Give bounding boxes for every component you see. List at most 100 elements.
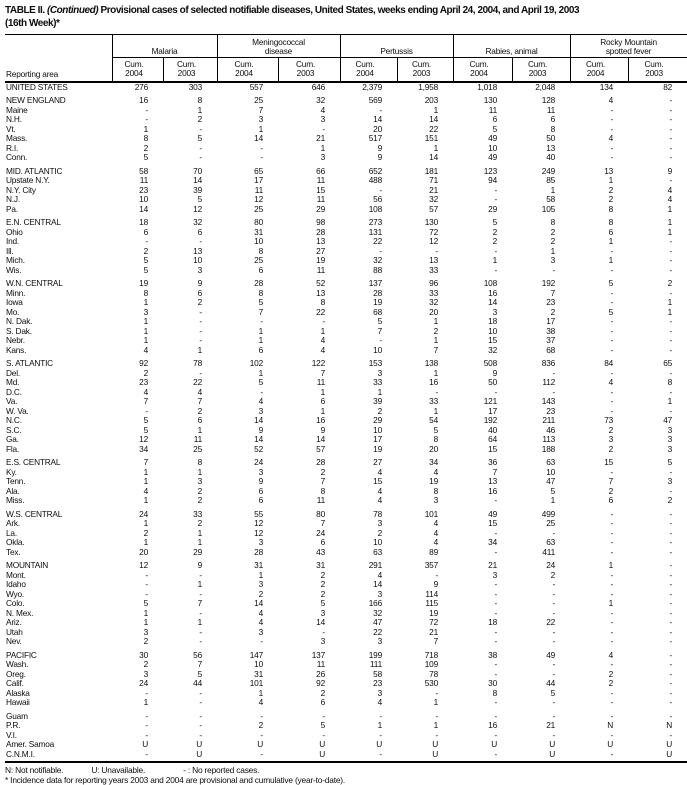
reporting-area-cell: Hawaii — [6, 697, 30, 708]
value-cell: 10 — [373, 537, 382, 548]
value-cell: 11 — [546, 104, 556, 115]
value-cell: 6 — [608, 495, 614, 506]
table-row: S.C. 5 1 9 9 10 5 40 46 2 3 — [5, 424, 687, 436]
table-footnotes: N: Not notifiable. U: Unavailable. - : No … — [5, 761, 687, 785]
reporting-area-cell: Ky. — [6, 466, 17, 477]
reporting-area-cell: N.C. — [6, 415, 22, 426]
value-cell: - — [379, 104, 382, 115]
reporting-area-cell: N. Mex. — [6, 607, 34, 618]
value-cell: 17 — [254, 175, 263, 186]
value-cell: 15 — [316, 184, 325, 195]
value-cell: - — [199, 687, 202, 698]
value-cell: - — [610, 518, 614, 529]
value-cell: 1 — [377, 720, 383, 731]
value-cell: 1 — [320, 386, 326, 397]
year-label: 2004 — [470, 68, 488, 79]
value-cell: 5 — [258, 377, 264, 388]
cum-label: Cum. — [295, 58, 316, 69]
value-cell: 1 — [320, 405, 326, 416]
value-cell: 8 — [608, 203, 614, 214]
value-cell: 6 — [143, 226, 149, 237]
value-cell: 29 — [316, 203, 325, 214]
value-cell: 8 — [320, 297, 326, 308]
value-cell: 19 — [429, 476, 439, 487]
footnote-unavailable: U: Unavailable. — [91, 765, 146, 776]
value-cell: - — [145, 748, 148, 759]
table-row: Wyo. - - 2 2 3 114 - - - - — [5, 589, 687, 600]
value-cell: 2 — [492, 236, 498, 247]
value-cell: - — [610, 152, 614, 163]
value-cell: 112 — [542, 377, 556, 388]
cum-label: Cum. — [411, 58, 432, 69]
value-cell: 12 — [193, 203, 202, 214]
value-cell: - — [379, 748, 382, 759]
value-cell: N — [607, 720, 614, 731]
value-cell: 17 — [488, 405, 498, 416]
value-cell: U — [432, 748, 439, 759]
value-cell: 40 — [488, 424, 498, 435]
value-cell: - — [494, 607, 498, 618]
table-row: Miss. 1 2 6 11 4 3 - 1 6 2 — [5, 496, 687, 506]
value-cell: 1 — [320, 142, 326, 153]
value-cell: - — [260, 636, 263, 647]
table-row: Fla. 34 25 52 57 19 20 15 188 2 3 — [5, 444, 687, 455]
value-cell: 1,018 — [477, 81, 498, 92]
value-cell: 7 — [197, 396, 203, 407]
value-cell: 16 — [488, 485, 498, 496]
value-cell: 72 — [429, 617, 439, 628]
value-cell: 3 — [667, 424, 673, 435]
value-cell: 1 — [258, 687, 264, 698]
value-cell: - — [552, 598, 556, 609]
value-cell: 47 — [663, 415, 673, 426]
value-cell: 303 — [188, 81, 202, 92]
value-cell: 14 — [373, 114, 382, 125]
value-cell: - — [610, 729, 614, 740]
reporting-area-cell: N.Y. City — [6, 184, 36, 195]
value-cell: 192 — [483, 415, 498, 426]
value-cell: 3 — [492, 306, 498, 317]
value-cell: 3 — [258, 466, 264, 477]
value-cell: 14 — [139, 203, 148, 214]
value-cell: 1 — [258, 123, 264, 134]
value-cell: - — [669, 649, 673, 660]
value-cell: 6 — [608, 226, 614, 237]
table-row: Alaska - - 1 2 3 - 8 5 - - — [5, 687, 687, 699]
value-cell: 1 — [608, 255, 614, 266]
value-cell: - — [552, 386, 556, 397]
value-cell: 1 — [550, 495, 556, 506]
value-cell: 166 — [368, 598, 382, 609]
value-cell: 5 — [197, 133, 203, 144]
value-cell: 3 — [608, 434, 614, 445]
value-cell: 9 — [667, 165, 673, 176]
value-cell: - — [199, 569, 202, 580]
value-cell: 7 — [433, 344, 439, 355]
column-group-header: Rocky Mountain spotted fever — [569, 34, 687, 58]
value-cell: - — [669, 537, 673, 548]
value-cell: - — [669, 579, 673, 590]
value-cell: 28 — [316, 226, 325, 237]
value-cell: 3 — [667, 434, 673, 445]
value-cell: 2 — [320, 466, 326, 477]
table-row: Oreg. 3 5 31 26 58 78 - - 2 - — [5, 669, 687, 680]
value-cell: 121 — [483, 396, 498, 407]
value-cell: - — [145, 710, 148, 721]
value-cell: - — [552, 264, 556, 275]
value-cell: 71 — [429, 175, 439, 186]
table-row: Amer. Samoa U U U U U U U U U U — [5, 740, 687, 750]
value-cell: - — [260, 386, 263, 397]
value-cell: - — [552, 636, 556, 647]
value-cell: - — [669, 245, 673, 256]
value-cell: - — [494, 184, 498, 195]
reporting-area-cell: Mo. — [6, 306, 20, 317]
value-cell: 11 — [488, 104, 498, 115]
value-cell: 56 — [193, 649, 202, 660]
value-cell: 22 — [373, 236, 382, 247]
value-cell: - — [669, 264, 673, 275]
value-cell: 8 — [143, 133, 149, 144]
value-cell: 58 — [139, 165, 148, 176]
value-cell: - — [669, 114, 673, 125]
value-cell: 14 — [316, 434, 325, 445]
value-cell: 19 — [316, 255, 325, 266]
value-cell: 499 — [541, 508, 556, 519]
value-cell: 32 — [373, 607, 382, 618]
